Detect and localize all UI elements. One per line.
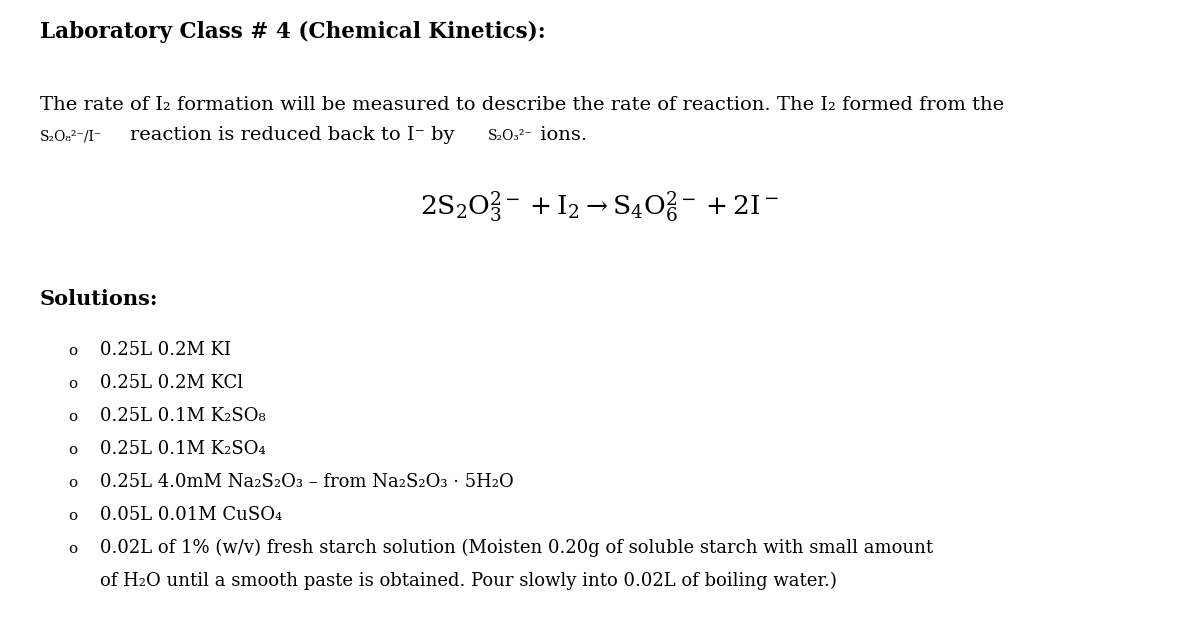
Text: o: o bbox=[68, 476, 77, 490]
Text: S₂O₃²⁻: S₂O₃²⁻ bbox=[488, 129, 533, 143]
Text: 0.25L 0.1M K₂SO₈: 0.25L 0.1M K₂SO₈ bbox=[100, 407, 265, 425]
Text: The rate of I₂ formation will be measured to describe the rate of reaction. The : The rate of I₂ formation will be measure… bbox=[40, 96, 1004, 114]
Text: $\mathregular{2S_2O_3^{2-} + I_2 \rightarrow S_4O_6^{2-} + 2I^-}$: $\mathregular{2S_2O_3^{2-} + I_2 \righta… bbox=[420, 189, 780, 225]
Text: 0.25L 4.0mM Na₂S₂O₃ – from Na₂S₂O₃ · 5H₂O: 0.25L 4.0mM Na₂S₂O₃ – from Na₂S₂O₃ · 5H₂… bbox=[100, 473, 514, 491]
Text: 0.25L 0.2M KI: 0.25L 0.2M KI bbox=[100, 341, 230, 359]
Text: of H₂O until a smooth paste is obtained. Pour slowly into 0.02L of boiling water: of H₂O until a smooth paste is obtained.… bbox=[100, 572, 836, 590]
Text: o: o bbox=[68, 509, 77, 523]
Text: o: o bbox=[68, 443, 77, 457]
Text: o: o bbox=[68, 410, 77, 424]
Text: 0.02L of 1% (w/v) fresh starch solution (Moisten 0.20g of soluble starch with sm: 0.02L of 1% (w/v) fresh starch solution … bbox=[100, 539, 934, 557]
Text: Laboratory Class # 4 (Chemical Kinetics):: Laboratory Class # 4 (Chemical Kinetics)… bbox=[40, 21, 546, 43]
Text: o: o bbox=[68, 377, 77, 391]
Text: S₂O₈²⁻/I⁻: S₂O₈²⁻/I⁻ bbox=[40, 129, 102, 143]
Text: 0.25L 0.2M KCl: 0.25L 0.2M KCl bbox=[100, 374, 244, 392]
Text: 0.05L 0.01M CuSO₄: 0.05L 0.01M CuSO₄ bbox=[100, 506, 282, 524]
Text: 0.25L 0.1M K₂SO₄: 0.25L 0.1M K₂SO₄ bbox=[100, 440, 265, 458]
Text: Solutions:: Solutions: bbox=[40, 289, 158, 309]
Text: reaction is reduced back to I⁻ by: reaction is reduced back to I⁻ by bbox=[130, 126, 455, 144]
Text: o: o bbox=[68, 344, 77, 358]
Text: ions.: ions. bbox=[534, 126, 587, 144]
Text: o: o bbox=[68, 542, 77, 556]
